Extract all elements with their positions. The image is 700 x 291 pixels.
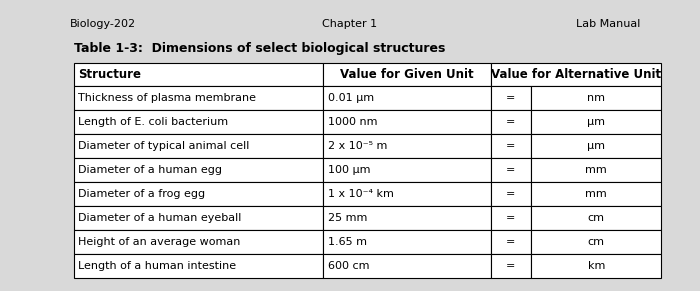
Text: cm: cm [588,237,605,247]
Bar [491,230,531,254]
Bar [74,182,323,206]
Text: Length of a human intestine: Length of a human intestine [78,261,237,271]
Text: 1 x 10⁻⁴ km: 1 x 10⁻⁴ km [328,189,394,199]
Text: =: = [506,261,516,271]
Text: =: = [506,213,516,223]
Text: Thickness of plasma membrane: Thickness of plasma membrane [78,93,256,104]
Bar [74,158,323,182]
Text: 1000 nm: 1000 nm [328,117,378,127]
Text: =: = [506,117,516,127]
Text: 25 mm: 25 mm [328,213,368,223]
Text: cm: cm [588,213,605,223]
Text: Biology-202: Biology-202 [70,19,136,29]
Bar [323,134,491,158]
Text: 100 μm: 100 μm [328,165,371,175]
Bar [323,182,491,206]
Bar [323,110,491,134]
Text: 600 cm: 600 cm [328,261,370,271]
Bar [531,134,661,158]
Text: 1.65 m: 1.65 m [328,237,368,247]
Bar [491,182,531,206]
Bar [74,110,323,134]
Bar [323,206,491,230]
Text: =: = [506,189,516,199]
Text: μm: μm [587,117,606,127]
Text: 2 x 10⁻⁵ m: 2 x 10⁻⁵ m [328,141,388,151]
Bar [531,230,661,254]
Bar [531,206,661,230]
Bar [491,134,531,158]
Text: nm: nm [587,93,606,104]
Text: =: = [506,165,516,175]
Text: Height of an average woman: Height of an average woman [78,237,241,247]
Text: mm: mm [585,189,607,199]
Bar [491,110,531,134]
Text: km: km [587,261,605,271]
Bar [491,254,531,278]
Text: Chapter 1: Chapter 1 [323,19,377,29]
Text: Table 1-3:  Dimensions of select biological structures: Table 1-3: Dimensions of select biologic… [74,42,445,55]
Bar [74,63,323,86]
Bar [531,110,661,134]
Text: mm: mm [585,165,607,175]
Bar [74,206,323,230]
Bar [323,230,491,254]
Bar [323,158,491,182]
Bar [323,254,491,278]
Text: Lab Manual: Lab Manual [576,19,641,29]
Bar [74,230,323,254]
Bar [323,63,491,86]
Text: Structure: Structure [78,68,141,81]
Text: =: = [506,237,516,247]
Text: Value for Alternative Unit: Value for Alternative Unit [491,68,662,81]
Text: Value for Given Unit: Value for Given Unit [340,68,474,81]
Text: =: = [506,93,516,104]
Bar [531,86,661,110]
Bar [491,206,531,230]
Bar [531,182,661,206]
Text: 0.01 μm: 0.01 μm [328,93,374,104]
Bar [74,86,323,110]
Bar [491,63,662,86]
Bar [531,254,661,278]
Bar [323,86,491,110]
Text: =: = [506,141,516,151]
Text: Diameter of a human eyeball: Diameter of a human eyeball [78,213,242,223]
Text: μm: μm [587,141,606,151]
Text: Diameter of a human egg: Diameter of a human egg [78,165,223,175]
Text: Diameter of typical animal cell: Diameter of typical animal cell [78,141,250,151]
Bar [74,134,323,158]
Text: Length of E. coli bacterium: Length of E. coli bacterium [78,117,228,127]
Bar [74,254,323,278]
Bar [491,86,531,110]
Bar [531,158,661,182]
Bar [491,158,531,182]
Text: Diameter of a frog egg: Diameter of a frog egg [78,189,206,199]
